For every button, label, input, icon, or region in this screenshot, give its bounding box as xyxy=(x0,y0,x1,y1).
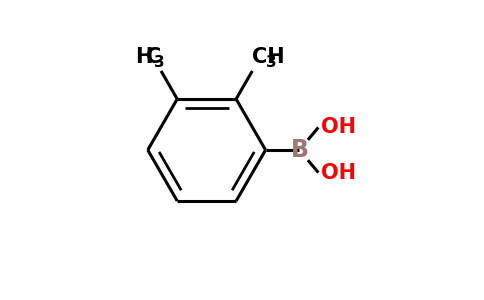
Text: H: H xyxy=(136,46,153,67)
Text: C: C xyxy=(146,46,161,67)
Text: OH: OH xyxy=(321,163,356,183)
Text: 3: 3 xyxy=(153,55,164,70)
Text: CH: CH xyxy=(252,46,285,67)
Text: B: B xyxy=(290,138,308,162)
Text: OH: OH xyxy=(321,117,356,137)
Text: 3: 3 xyxy=(266,55,277,70)
